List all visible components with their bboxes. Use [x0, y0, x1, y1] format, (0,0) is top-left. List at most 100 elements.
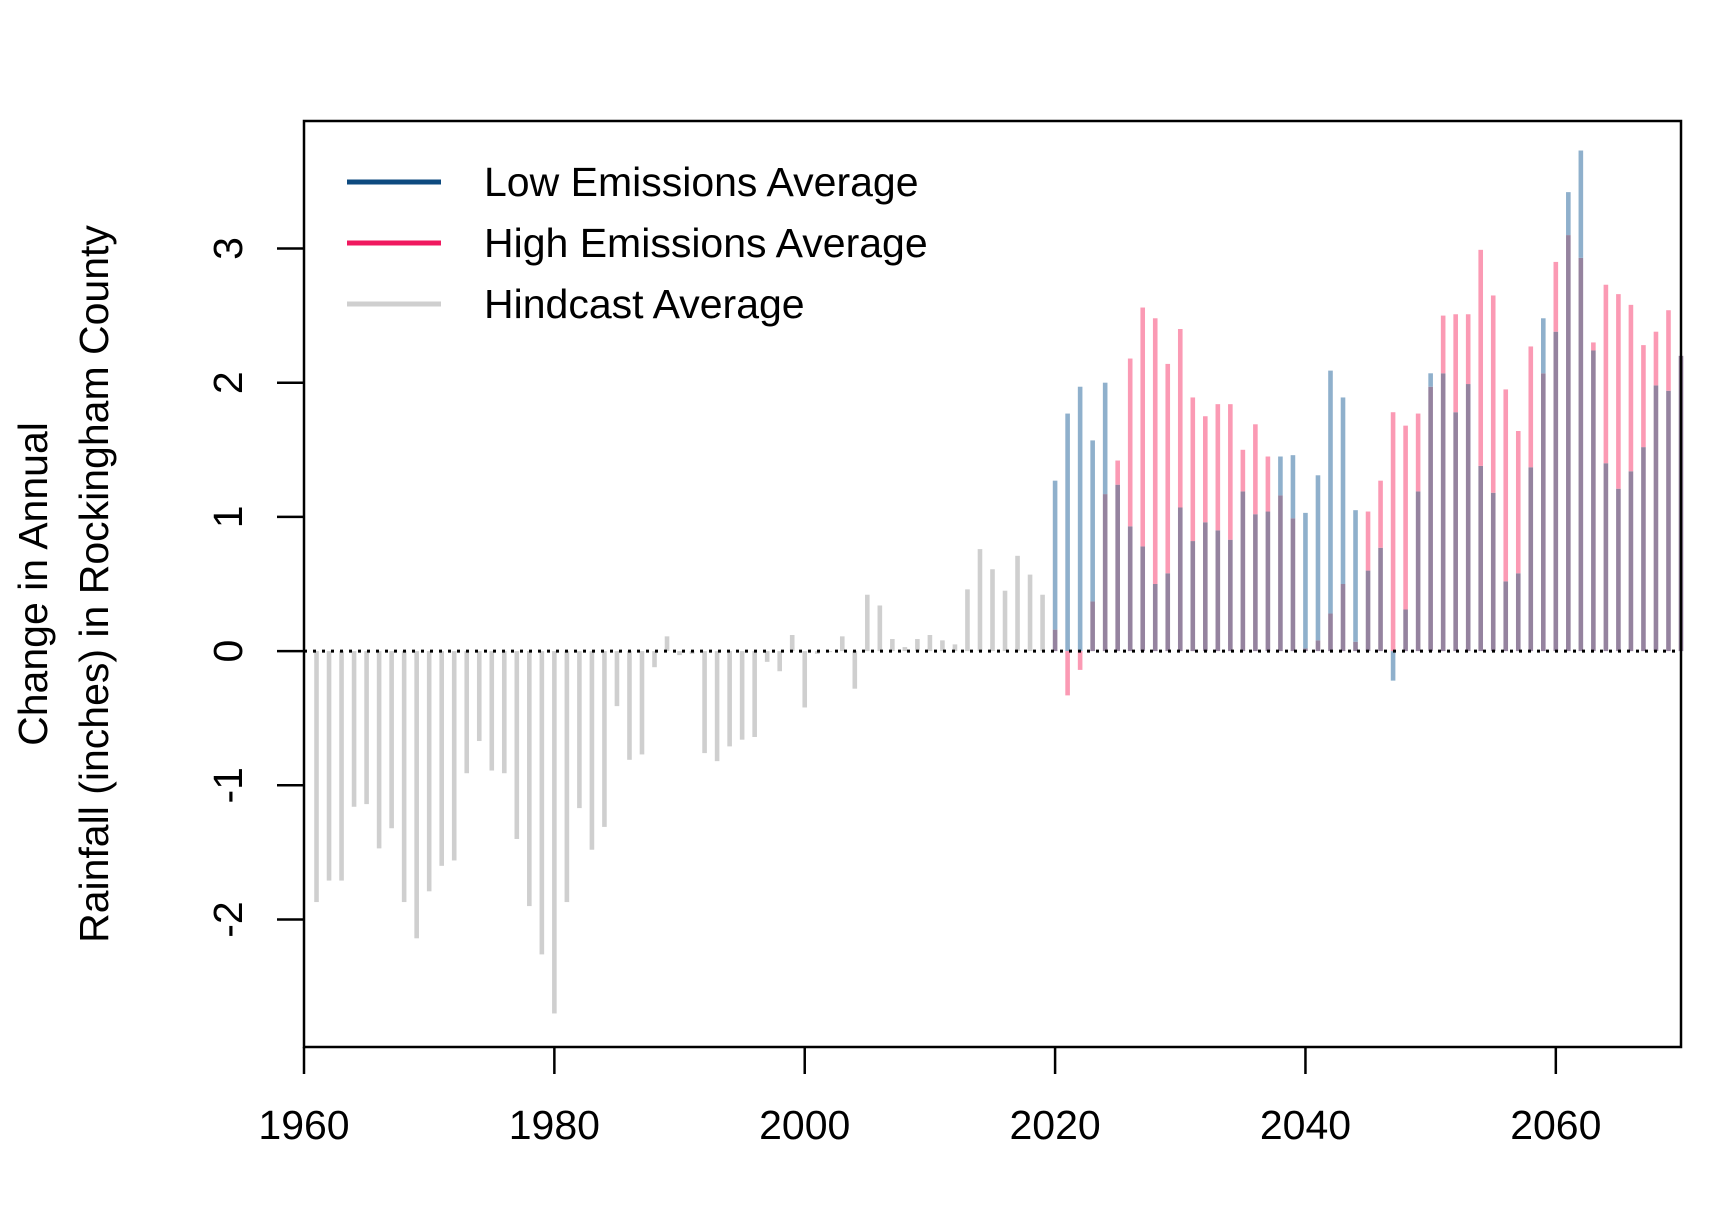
bar-overlap-2027 — [1140, 546, 1146, 652]
bar-hindcast-1971 — [439, 651, 444, 866]
bar-overlap-2066 — [1628, 471, 1634, 652]
bar-overlap-2032 — [1203, 522, 1208, 652]
bar-high-2069 — [1666, 310, 1671, 391]
bar-hindcast-1984 — [602, 651, 607, 827]
bar-hindcast-1979 — [539, 651, 545, 955]
bar-high-2031 — [1190, 397, 1196, 542]
bar-hindcast-1980 — [552, 651, 557, 1014]
bar-hindcast-1981 — [564, 651, 570, 903]
bar-high-2022 — [1077, 651, 1083, 670]
x-axis: 1960 1980 2000 2020 2040 2060 — [258, 1047, 1601, 1148]
bar-low-2062 — [1578, 150, 1584, 258]
bar-overlap-2052 — [1453, 412, 1458, 652]
bar-hindcast-1993 — [714, 651, 720, 762]
bar-low-2024 — [1102, 382, 1108, 495]
y-tick-label: 0 — [205, 640, 251, 663]
bar-high-2045 — [1365, 511, 1371, 571]
bar-hindcast-2003 — [839, 636, 845, 652]
bar-overlap-2043 — [1340, 584, 1346, 652]
bar-low-2040 — [1303, 512, 1308, 649]
bar-high-2036 — [1253, 424, 1258, 515]
bar-hindcast-2000 — [802, 651, 808, 708]
x-tick-label: 1960 — [258, 1102, 349, 1148]
bar-overlap-2056 — [1503, 581, 1509, 652]
bar-overlap-2026 — [1127, 526, 1133, 652]
plot-frame — [302, 119, 1683, 1049]
bar-hindcast-1976 — [501, 651, 507, 774]
bar-high-2055 — [1490, 295, 1496, 493]
bar-high-2053 — [1465, 314, 1471, 385]
bar-high-2026 — [1127, 358, 1133, 527]
y-axis-title: Change in Annual Rainfall (inches) in Roc… — [10, 225, 117, 943]
bar-overlap-2048 — [1403, 609, 1408, 652]
y-tick-label: 1 — [205, 505, 251, 528]
bar-hindcast-2018 — [1027, 574, 1033, 652]
bar-high-2056 — [1503, 389, 1509, 582]
bar-overlap-2053 — [1465, 384, 1471, 652]
bar-overlap-2050 — [1428, 386, 1433, 652]
y-tick-label: 2 — [205, 371, 251, 394]
bar-hindcast-1989 — [664, 636, 670, 652]
bar-overlap-2039 — [1290, 518, 1296, 652]
bar-low-2038 — [1278, 456, 1283, 496]
bar-low-2044 — [1353, 510, 1358, 642]
bar-hindcast-2014 — [977, 549, 983, 652]
bar-overlap-2065 — [1616, 488, 1621, 652]
bar-overlap-2057 — [1515, 573, 1521, 652]
bar-hindcast-1999 — [789, 634, 795, 652]
bar-low-2041 — [1315, 475, 1321, 641]
legend-label: Hindcast Average — [484, 281, 805, 327]
bar-hindcast-1990 — [677, 651, 682, 656]
x-tick-label: 2040 — [1260, 1102, 1351, 1148]
bar-high-2058 — [1528, 346, 1534, 468]
bar-overlap-2042 — [1328, 613, 1333, 652]
bar-overlap-2059 — [1541, 373, 1546, 652]
bar-overlap-2069 — [1666, 390, 1671, 652]
y-tick-label: 3 — [205, 237, 251, 260]
bar-hindcast-1974 — [476, 651, 482, 742]
bar-hindcast-1970 — [426, 651, 432, 892]
bar-overlap-2064 — [1603, 463, 1609, 652]
bar-hindcast-1983 — [589, 651, 595, 850]
bar-overlap-2061 — [1566, 235, 1571, 652]
bar-hindcast-2006 — [877, 605, 883, 652]
bar-high-2063 — [1591, 342, 1596, 351]
bar-overlap-2036 — [1253, 514, 1258, 652]
bar-overlap-2067 — [1641, 447, 1646, 652]
bar-high-2060 — [1553, 261, 1559, 332]
x-tick-label: 2060 — [1510, 1102, 1601, 1148]
bar-hindcast-2008 — [902, 647, 908, 652]
bar-high-2049 — [1415, 413, 1421, 492]
bar-overlap-2063 — [1591, 350, 1596, 652]
bar-low-2061 — [1566, 192, 1571, 236]
bar-overlap-2041 — [1315, 640, 1321, 652]
bar-hindcast-2007 — [890, 639, 895, 652]
bar-hindcast-2019 — [1040, 594, 1045, 652]
bar-high-2025 — [1115, 460, 1120, 485]
bar-high-2047 — [1390, 412, 1396, 652]
bar-high-2037 — [1265, 456, 1271, 512]
bar-hindcast-2013 — [965, 589, 970, 652]
bar-hindcast-1987 — [639, 651, 645, 755]
bar-overlap-2060 — [1553, 331, 1559, 652]
bar-overlap-2046 — [1378, 547, 1383, 652]
bar-low-2047 — [1390, 651, 1396, 681]
bar-high-2048 — [1403, 425, 1408, 610]
bar-overlap-2062 — [1578, 257, 1584, 652]
bar-high-2021 — [1065, 651, 1070, 696]
bar-hindcast-1962 — [326, 651, 332, 881]
bar-high-2032 — [1203, 416, 1208, 523]
bar-hindcast-1969 — [414, 651, 419, 939]
bar-low-2059 — [1541, 318, 1546, 374]
bar-hindcast-2010 — [927, 634, 933, 652]
y-tick-label: -1 — [205, 767, 251, 803]
bar-hindcast-1966 — [376, 651, 382, 849]
bar-hindcast-1988 — [652, 651, 657, 668]
bar-hindcast-1992 — [702, 651, 707, 754]
bar-hindcast-1994 — [727, 651, 732, 747]
bar-high-2064 — [1603, 284, 1609, 464]
bar-high-2052 — [1453, 314, 1458, 413]
bar-overlap-2035 — [1240, 491, 1246, 652]
bar-hindcast-2015 — [990, 569, 995, 652]
